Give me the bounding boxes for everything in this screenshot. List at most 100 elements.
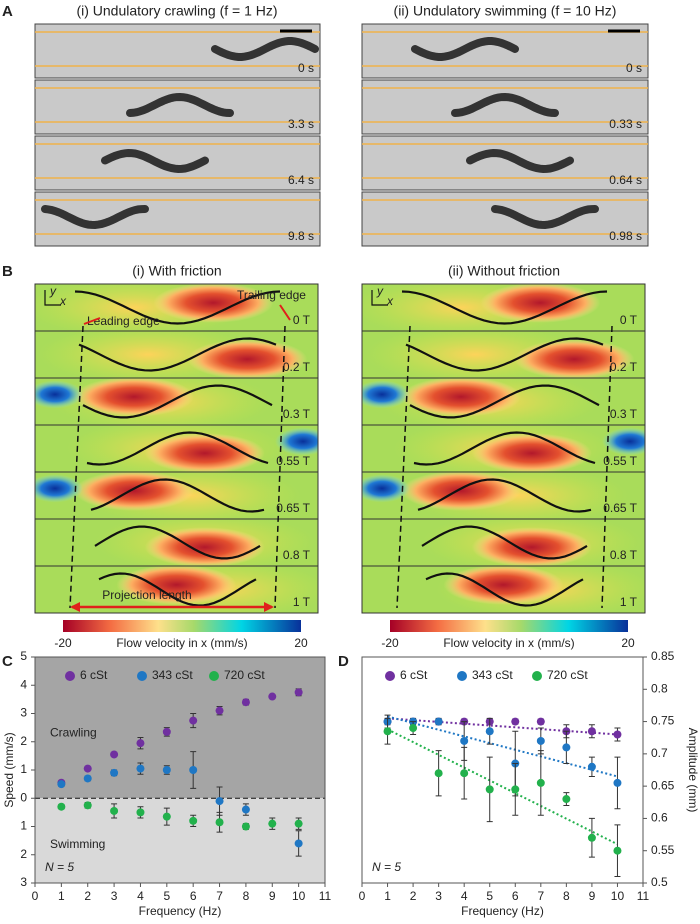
legend-marker [385, 671, 395, 681]
phase-label: 0.8 T [283, 548, 311, 562]
region-bg [35, 657, 325, 799]
robot-outline [78, 337, 277, 372]
field [35, 472, 318, 519]
annotation: Leading edge [87, 314, 160, 328]
y-tick-label: 0 [20, 790, 27, 804]
x-tick-label: 7 [216, 889, 223, 903]
point [562, 795, 571, 804]
y-axis-title: Speed (mm/s) [2, 732, 16, 807]
arrow [83, 317, 101, 325]
legend-marker [65, 671, 75, 681]
robot [466, 148, 574, 174]
point [460, 736, 469, 745]
x-tick-label: 9 [589, 889, 596, 903]
colorbar-min: -20 [54, 636, 72, 650]
robot [411, 37, 519, 61]
point [613, 846, 622, 855]
robot [211, 37, 319, 61]
x-tick-label: 11 [637, 889, 650, 903]
field [35, 425, 318, 472]
legend-label: 6 cSt [400, 668, 428, 682]
point [83, 801, 92, 810]
field [35, 566, 318, 613]
robot-outline [82, 384, 273, 419]
colorbar-min: -20 [381, 636, 399, 650]
point [536, 778, 545, 787]
time-label: 0 s [298, 61, 314, 75]
field [362, 566, 645, 613]
field-frame [361, 565, 646, 614]
phase-label: 0.65 T [603, 501, 637, 515]
phase-label: 0.65 T [276, 501, 310, 515]
hot-zone [144, 527, 265, 566]
y-tick-label: 1 [20, 762, 27, 776]
point [613, 778, 622, 787]
hot-zone [187, 339, 308, 378]
hot-zone [401, 472, 522, 511]
axis-name: y [49, 284, 57, 298]
flow-field [362, 378, 645, 425]
axes-icon [44, 290, 61, 306]
colorbar-max: 20 [621, 636, 635, 650]
x-tick-label: 7 [537, 889, 544, 903]
x-tick-label: 10 [292, 889, 306, 903]
field [362, 284, 645, 331]
x-tick-label: 5 [163, 889, 170, 903]
y-tick-label: 2 [20, 734, 27, 748]
axis-name: x [386, 294, 394, 308]
panel-title: (i) Undulatory crawling (f = 1 Hz) [76, 3, 277, 19]
point [409, 724, 418, 733]
flow-field [35, 331, 318, 378]
legend-marker [209, 671, 219, 681]
axes-icon [371, 290, 388, 306]
robot-outline [417, 478, 592, 513]
point [215, 818, 224, 827]
y-tick-label: 4 [20, 677, 27, 691]
hot-zone [116, 566, 237, 605]
time-label: 3.3 s [288, 117, 314, 131]
field [35, 378, 318, 425]
x-tick-label: 0 [359, 889, 366, 903]
field-frame [34, 565, 319, 614]
time-label: 0.33 s [609, 117, 642, 131]
robot [451, 92, 559, 117]
time-label: 0.98 s [609, 229, 642, 243]
point [587, 833, 596, 842]
x-tick-label: 9 [269, 889, 276, 903]
time-label: 6.4 s [288, 173, 314, 187]
cold-zone [602, 427, 645, 456]
panel-title: (i) With friction [132, 263, 221, 279]
colorbar [63, 620, 301, 632]
field [35, 519, 318, 566]
hot-zone [443, 566, 564, 605]
colorbar [390, 620, 628, 632]
y-tick-label: 3 [20, 875, 27, 889]
hot-zone [74, 472, 195, 511]
robot-outline [74, 290, 281, 325]
phase-label: 1 T [293, 595, 311, 609]
point [162, 812, 171, 821]
panel-letter: A [2, 3, 13, 20]
flow-field [35, 378, 318, 425]
y-tick-label: 2 [20, 847, 27, 861]
y-tick-label: 3 [20, 706, 27, 720]
point [294, 839, 303, 848]
annotation: Projection length [102, 588, 191, 602]
y-axis-title: Amplitude (mm) [686, 728, 700, 813]
field [362, 378, 645, 425]
y-tick-label: 0.65 [651, 778, 675, 792]
legend-marker [532, 671, 542, 681]
legend-label: 343 cSt [152, 668, 193, 682]
photo-frame [361, 23, 649, 79]
point [241, 805, 250, 814]
note: N = 5 [45, 860, 74, 874]
flow-field [362, 284, 645, 331]
robot-outline [90, 478, 265, 513]
phase-label: 1 T [620, 595, 638, 609]
robot-outline [94, 525, 261, 560]
point [241, 822, 250, 831]
phase-label: 0.2 T [610, 360, 638, 374]
axis-name: x [59, 294, 67, 308]
field [362, 331, 645, 378]
colorbar-max: 20 [294, 636, 308, 650]
